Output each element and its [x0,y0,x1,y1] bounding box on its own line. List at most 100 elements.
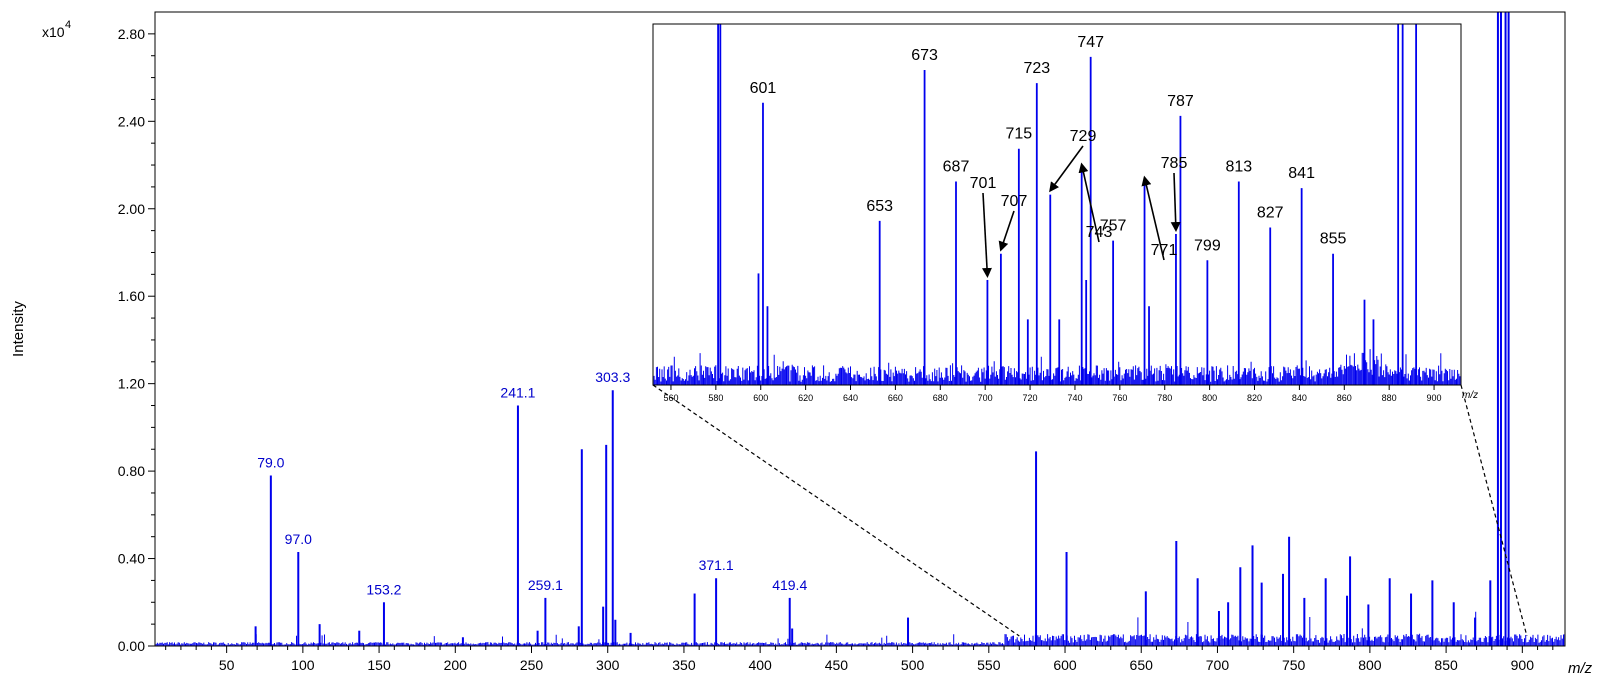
x-tick-label: 350 [672,657,696,673]
inset-peaks [717,24,1418,385]
inset-x-tick-label: 900 [1427,393,1442,403]
inset-peak-label: 601 [750,80,777,97]
zoom-connector-left [652,384,1020,637]
inset-peak-label: 687 [943,159,970,176]
inset-arrow-label: 707 [1001,193,1028,210]
y-axis-label: Intensity [10,301,27,357]
main-plot-frame [154,11,1566,647]
x-tick-label: 50 [219,657,235,673]
inset-label-arrow [1170,172,1181,233]
peak-label: 241.1 [500,385,535,401]
peak-label: 419.4 [772,577,807,593]
x-tick-label: 200 [444,657,468,673]
inset-peak-label: 855 [1320,231,1347,248]
peak-label: 303.3 [595,369,630,385]
inset-x-tick-label: 560 [663,393,678,403]
inset-peak-label: 723 [1023,60,1050,77]
inset-peak-label: 757 [1100,218,1127,235]
y-tick-label: 0.00 [118,638,145,654]
inset-x-axis: 560 580 600 620 640 660 680 700 720 740 760 780 800 8… [663,385,1442,403]
y-axis-exponent-power: 4 [65,19,71,31]
x-tick-label: 500 [901,657,925,673]
x-tick-label: 550 [977,657,1001,673]
x-tick-label: 450 [825,657,849,673]
inset-peak-label: 841 [1288,165,1315,182]
inset-x-tick-label: 680 [933,393,948,403]
x-tick-label: 150 [367,657,391,673]
inset-peak-label: 787 [1167,93,1194,110]
x-tick-label: 400 [748,657,772,673]
inset-x-tick-label: 760 [1112,393,1127,403]
peak-label: 259.1 [528,577,563,593]
x-tick-label: 800 [1358,657,1382,673]
x-tick-label: 300 [596,657,620,673]
x-tick-label: 750 [1282,657,1306,673]
y-tick-label: 2.80 [118,26,145,42]
inset-label-arrow [1141,175,1165,261]
peak-label: 153.2 [366,581,401,597]
inset-peak-labels: 5816016536736877157237477577877998138278… [750,34,1347,254]
inset-x-tick-label: 580 [708,393,723,403]
inset-x-tick-label: 800 [1202,393,1217,403]
y-tick-label: 0.80 [118,463,145,479]
inset-peak-label: 799 [1194,237,1221,254]
y-axis-exponent-base: x10 [42,24,65,40]
main-peaks [254,12,1510,646]
x-axis: 50 100 150 200 250 300 350 400 450 500 550 600 650 70… [165,646,1554,673]
main-peak-labels: 79.0 97.0 153.2 241.1 259.1 303.3 371.1 419.4 [257,369,807,597]
peak-label: 97.0 [285,531,312,547]
peak-label: 371.1 [699,557,734,573]
y-tick-label: 1.60 [118,288,145,304]
y-tick-label: 1.20 [118,376,145,392]
inset-peak-label: 715 [1005,126,1032,143]
x-tick-label: 650 [1130,657,1154,673]
inset-peak-label: 813 [1225,159,1252,176]
inset-arrow-label: 785 [1161,155,1188,172]
zoom-connector-right [1460,384,1528,637]
x-tick-label: 900 [1511,657,1535,673]
inset-x-tick-label: 600 [753,393,768,403]
inset-background [653,24,1461,385]
inset-noise-trace [653,349,1461,385]
y-tick-label: 2.00 [118,201,145,217]
inset-x-tick-label: 860 [1337,393,1352,403]
inset-peak-label: 673 [911,47,938,64]
x-tick-label: 600 [1053,657,1077,673]
inset-x-tick-label: 660 [888,393,903,403]
inset-x-tick-label: 740 [1067,393,1082,403]
inset-arrow-label: 729 [1070,128,1097,145]
x-tick-label: 850 [1434,657,1458,673]
inset-label-arrow [982,192,992,278]
inset-x-tick-label: 840 [1292,393,1307,403]
y-tick-label: 2.40 [118,113,145,129]
inset-x-tick-label: 720 [1023,393,1038,403]
inset-peak-label: 653 [866,198,893,215]
inset-label-arrow [1049,145,1084,193]
inset-x-tick-label: 700 [978,393,993,403]
inset-peak-label: 747 [1077,34,1104,51]
peak-label: 79.0 [257,454,284,470]
y-tick-label: 0.40 [118,551,145,567]
inset-label-arrow [1078,162,1100,243]
inset-x-tick-label: 640 [843,393,858,403]
x-tick-label: 250 [520,657,544,673]
inset-plot: 560 580 600 620 640 660 680 700 720 740 760 780 800 8… [652,23,1478,403]
inset-label-arrow [998,210,1015,252]
inset-x-tick-label: 820 [1247,393,1262,403]
y-axis: 0.00 0.40 0.80 1.20 1.60 2.00 2.40 2.80 [118,26,155,654]
inset-x-tick-label: 780 [1157,393,1172,403]
inset-peak-label: 827 [1257,204,1284,221]
inset-arrow-label: 701 [970,175,997,192]
inset-frame [652,23,1462,386]
x-axis-label: m/z [1568,660,1593,677]
inset-arrow-label: 771 [1151,242,1178,259]
inset-x-axis-label: m/z [1462,390,1478,401]
inset-x-tick-label: 880 [1382,393,1397,403]
x-tick-label: 100 [291,657,315,673]
inset-x-tick-label: 620 [798,393,813,403]
x-tick-label: 700 [1206,657,1230,673]
inset-arrow-label: 743 [1086,224,1113,241]
main-noise-trace [154,611,1566,646]
